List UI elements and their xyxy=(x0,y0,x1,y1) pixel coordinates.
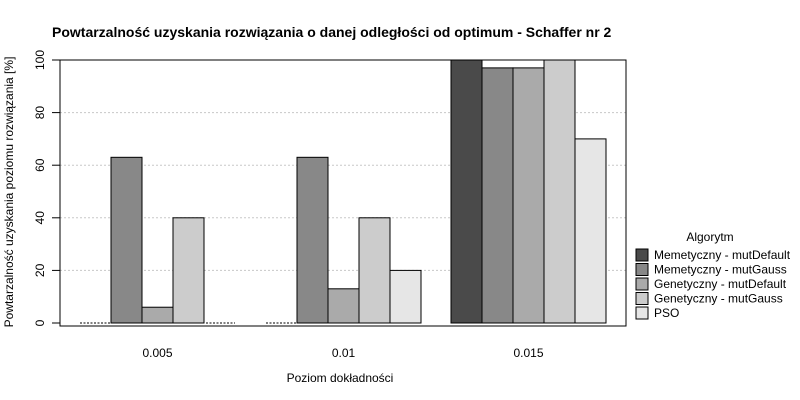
y-tick-label: 20 xyxy=(33,263,47,277)
legend-swatch xyxy=(635,306,649,320)
y-tick-label: 100 xyxy=(33,50,47,70)
legend-swatch xyxy=(635,292,649,305)
legend-label: PSO xyxy=(654,306,679,320)
chart-title: Powtarzalność uzyskania rozwiązania o da… xyxy=(52,24,612,40)
x-tick-label: 0.01 xyxy=(332,346,356,360)
bar xyxy=(481,67,514,324)
bar xyxy=(110,156,143,324)
bar xyxy=(172,217,205,324)
legend-label: Memetyczny - mutDefault xyxy=(654,248,791,262)
x-axis: 0.005 0.01 0.015 xyxy=(142,346,543,360)
x-axis-label: Poziom dokładności xyxy=(287,371,394,385)
x-tick-label: 0.015 xyxy=(513,346,543,360)
plot-frame xyxy=(59,59,627,327)
legend-swatch xyxy=(635,277,649,291)
legend-title: Algorytm xyxy=(686,230,733,244)
bar xyxy=(512,67,545,324)
bar xyxy=(327,288,360,324)
bar xyxy=(450,59,483,324)
bar xyxy=(543,59,576,324)
bar xyxy=(141,306,174,324)
bar xyxy=(389,269,422,324)
y-axis: 0 20 40 60 80 100 xyxy=(33,50,60,326)
legend-label: Genetyczny - mutGauss xyxy=(654,292,783,306)
y-tick-label: 0 xyxy=(33,319,47,326)
bar xyxy=(574,138,607,324)
y-tick-label: 80 xyxy=(33,106,47,120)
legend: Algorytm Memetyczny - mutDefaultMemetycz… xyxy=(635,230,791,320)
legend-swatch xyxy=(635,263,649,276)
bars xyxy=(80,59,607,324)
legend-label: Memetyczny - mutGauss xyxy=(654,263,787,277)
legend-label: Genetyczny - mutDefault xyxy=(654,277,787,291)
bar xyxy=(296,156,329,324)
y-tick-label: 60 xyxy=(33,158,47,172)
y-axis-label: Powtarzalność uzyskania poziomu rozwiąza… xyxy=(2,57,16,328)
legend-swatch xyxy=(635,248,649,262)
y-tick-label: 40 xyxy=(33,211,47,225)
x-tick-label: 0.005 xyxy=(142,346,172,360)
bar xyxy=(358,217,391,324)
